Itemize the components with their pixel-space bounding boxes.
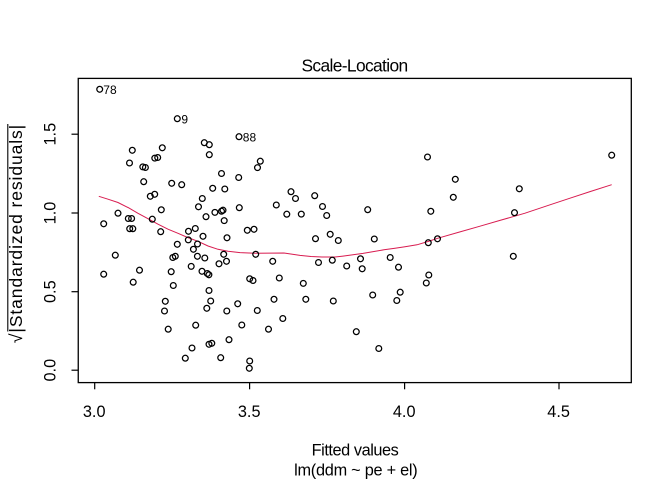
svg-text:1.5: 1.5: [42, 123, 60, 146]
svg-text:√|Standardized residuals|: √|Standardized residuals|: [6, 124, 26, 343]
svg-text:4.0: 4.0: [393, 403, 416, 421]
svg-text:9: 9: [181, 113, 188, 127]
svg-text:3.0: 3.0: [83, 403, 106, 421]
svg-text:Scale-Location: Scale-Location: [301, 55, 407, 75]
svg-text:Fitted values: Fitted values: [312, 441, 399, 459]
svg-text:lm(ddm ~ pe + el): lm(ddm ~ pe + el): [294, 462, 417, 480]
svg-text:4.5: 4.5: [547, 403, 570, 421]
svg-text:0.0: 0.0: [42, 359, 60, 382]
svg-text:3.5: 3.5: [238, 403, 261, 421]
svg-text:1.0: 1.0: [42, 202, 60, 225]
svg-text:0.5: 0.5: [42, 280, 60, 303]
svg-text:88: 88: [243, 130, 257, 144]
svg-text:78: 78: [103, 83, 117, 97]
